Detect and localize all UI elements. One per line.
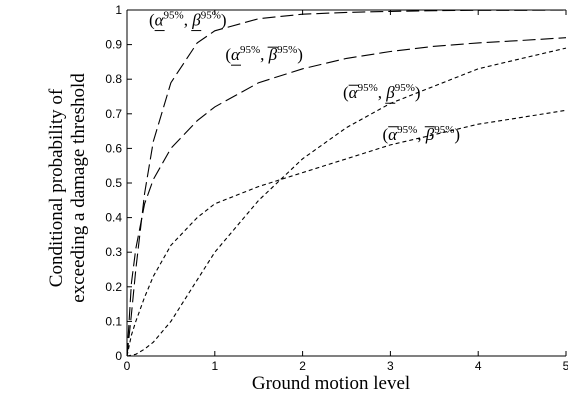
annotation-superscript: 95% [240, 44, 260, 56]
annotation-beta: β [268, 45, 278, 64]
y-tick-label: 0.2 [105, 280, 122, 294]
y-tick-label: 0.6 [105, 141, 122, 155]
annotation-superscript: 95% [201, 10, 221, 22]
series-annotation-2: (α95%, β95%) [225, 44, 303, 66]
y-tick-label: 0.4 [105, 211, 122, 225]
x-tick-label: 5 [563, 359, 568, 373]
annotation-alpha: α [349, 83, 359, 102]
axes: 0 1 2 3 4 5 0 0.1 0.2 0.3 0.4 0.5 0.6 0.7 0.8 0.9 1 [105, 3, 568, 373]
y-tick-label: 1 [115, 3, 122, 17]
y-tick-label: 0.1 [105, 314, 122, 328]
annotation-alpha: α [388, 125, 398, 144]
y-tick-label: 0.7 [105, 107, 122, 121]
annotation-punct: ( [225, 45, 231, 64]
annotation-superscript: 95% [397, 124, 417, 136]
y-tick-label: 0.8 [105, 72, 122, 86]
annotation-text: (α95%, β95%) [149, 10, 227, 30]
annotation-punct: , [184, 11, 193, 30]
x-tick-label: 0 [124, 359, 131, 373]
annotation-alpha: α [155, 11, 165, 30]
series-line-2 [126, 37, 567, 357]
annotation-text: (α95%, β95%) [343, 82, 421, 102]
x-tick-label: 4 [475, 359, 482, 373]
y-tick-label: 0.9 [105, 38, 122, 52]
annotation-beta: β [385, 83, 395, 102]
annotation-punct: ) [454, 125, 460, 144]
x-axis-label: Ground motion level [252, 373, 410, 394]
y-axis-label-line2: exceeding a damage threshold [68, 73, 89, 303]
annotation-beta: β [191, 11, 201, 30]
annotation-superscript: 95% [277, 44, 297, 56]
series-annotation-3: (α95%, β95%) [343, 82, 421, 104]
annotation-punct: ) [415, 83, 421, 102]
annotation-superscript: 95% [358, 82, 378, 94]
annotation-superscript: 95% [434, 124, 454, 136]
annotation-punct: , [378, 83, 387, 102]
series-line-4 [126, 109, 567, 357]
series-line-1 [126, 9, 567, 357]
x-tick-label: 1 [211, 359, 218, 373]
series-annotation-4: (α95%, β95%) [382, 124, 460, 144]
annotation-superscript: 95% [395, 82, 415, 94]
annotation-punct: , [260, 45, 269, 64]
y-tick-label: 0 [115, 349, 122, 363]
annotation-punct: ) [297, 45, 303, 64]
annotation-text: (α95%, β95%) [225, 44, 303, 64]
annotation-text: (α95%, β95%) [382, 124, 460, 144]
annotation-layer: (α95%, β95%)(α95%, β95%)(α95%, β95%)(α95… [149, 10, 460, 144]
series-line-3 [126, 47, 567, 357]
annotation-punct: ( [343, 83, 349, 102]
annotation-superscript: 95% [164, 10, 184, 22]
y-axis-label-line1: Conditional probability of [46, 88, 67, 287]
annotation-alpha: α [231, 45, 241, 64]
series-annotation-1: (α95%, β95%) [149, 10, 227, 32]
annotation-punct: ) [221, 11, 227, 30]
y-tick-label: 0.5 [105, 176, 122, 190]
annotation-punct: ( [382, 125, 388, 144]
series-layer [126, 9, 567, 357]
annotation-beta: β [425, 125, 435, 144]
y-tick-label: 0.3 [105, 245, 122, 259]
x-tick-label: 2 [299, 359, 306, 373]
annotation-punct: , [417, 125, 426, 144]
y-axis-label: Conditional probability of exceeding a d… [46, 73, 89, 303]
annotation-punct: ( [149, 11, 155, 30]
x-tick-label: 3 [387, 359, 394, 373]
